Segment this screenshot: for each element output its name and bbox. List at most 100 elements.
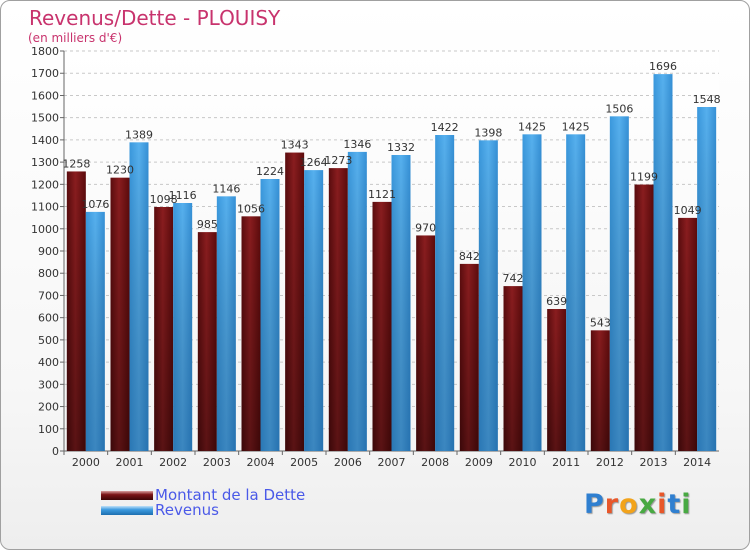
bar-shade-debt-2006 xyxy=(328,168,348,451)
value-label-debt-2003: 985 xyxy=(197,218,218,231)
y-tick-label: 100 xyxy=(38,423,59,436)
bar-shade-debt-2013 xyxy=(634,184,654,452)
bar-shade-debt-2005 xyxy=(285,152,305,452)
bar-shade-debt-2002 xyxy=(154,207,174,451)
bar-shade-revenue-2007 xyxy=(391,155,411,451)
chart-title: Revenus/Dette - PLOUISY xyxy=(29,6,281,30)
value-label-debt-2004: 1056 xyxy=(237,202,265,215)
x-tick-label: 2012 xyxy=(596,456,624,469)
bar-shade-debt-2012 xyxy=(590,330,610,451)
bar-shade-debt-2004 xyxy=(241,216,261,451)
y-tick-label: 1100 xyxy=(31,201,59,214)
value-label-revenue-2008: 1422 xyxy=(431,121,459,134)
bar-shade-revenue-2008 xyxy=(435,135,455,451)
x-tick-label: 2007 xyxy=(378,456,406,469)
x-tick-label: 2014 xyxy=(683,456,711,469)
value-label-debt-2002: 1098 xyxy=(150,193,178,206)
bar-shade-revenue-2014 xyxy=(697,107,717,451)
value-label-revenue-2013: 1696 xyxy=(649,60,677,73)
x-tick-label: 2004 xyxy=(247,456,275,469)
y-tick-label: 1600 xyxy=(31,89,59,102)
y-tick-label: 500 xyxy=(38,334,59,347)
bar-shade-debt-2009 xyxy=(459,263,479,451)
value-label-debt-2006: 1273 xyxy=(324,154,352,167)
y-tick-label: 1300 xyxy=(31,156,59,169)
y-tick-label: 200 xyxy=(38,401,59,414)
value-label-debt-2000: 1258 xyxy=(62,157,90,170)
bar-shade-revenue-2001 xyxy=(129,142,149,452)
x-tick-label: 2003 xyxy=(203,456,231,469)
y-tick-label: 300 xyxy=(38,378,59,391)
bar-shade-revenue-2005 xyxy=(304,170,324,451)
legend-debt-label: Montant de la Dette xyxy=(155,486,306,504)
x-tick-label: 2005 xyxy=(290,456,318,469)
value-label-revenue-2012: 1506 xyxy=(605,102,633,115)
value-label-revenue-2003: 1146 xyxy=(212,182,240,195)
y-tick-label: 1700 xyxy=(31,67,59,80)
value-label-revenue-2014: 1548 xyxy=(693,93,721,106)
value-label-debt-2010: 742 xyxy=(503,272,524,285)
x-tick-label: 2002 xyxy=(159,456,187,469)
value-label-revenue-2006: 1346 xyxy=(343,138,371,151)
value-label-debt-2007: 1121 xyxy=(368,188,396,201)
chart-subtitle: (en milliers d'€) xyxy=(28,31,123,45)
x-tick-label: 2008 xyxy=(421,456,449,469)
value-label-debt-2009: 842 xyxy=(459,250,480,263)
y-tick-label: 1500 xyxy=(31,112,59,125)
value-label-revenue-2002: 1116 xyxy=(169,189,197,202)
legend-debt-swatch xyxy=(101,490,153,500)
bar-shade-revenue-2004 xyxy=(260,179,280,451)
bar-shade-revenue-2011 xyxy=(566,134,586,452)
legend-revenue-label: Revenus xyxy=(155,501,219,519)
x-tick-label: 2010 xyxy=(509,456,537,469)
y-tick-label: 1800 xyxy=(31,45,59,58)
bar-shade-debt-2007 xyxy=(372,201,392,451)
bar-shade-revenue-2010 xyxy=(522,134,542,452)
value-label-debt-2001: 1230 xyxy=(106,164,134,177)
x-tick-label: 2006 xyxy=(334,456,362,469)
bar-shade-debt-2008 xyxy=(416,235,436,451)
legend-debt: Montant de la Dette xyxy=(101,486,306,504)
value-label-revenue-2007: 1332 xyxy=(387,141,415,154)
bar-shade-debt-2001 xyxy=(110,177,130,451)
bar-shade-revenue-2013 xyxy=(653,74,673,451)
x-tick-label: 2009 xyxy=(465,456,493,469)
y-tick-label: 400 xyxy=(38,356,59,369)
y-tick-label: 1400 xyxy=(31,134,59,147)
y-tick-label: 0 xyxy=(52,445,59,458)
legend-revenue: Revenus xyxy=(101,501,219,519)
x-tick-label: 2001 xyxy=(116,456,144,469)
x-tick-label: 2011 xyxy=(552,456,580,469)
value-label-revenue-2004: 1224 xyxy=(256,165,284,178)
value-label-revenue-2011: 1425 xyxy=(562,120,590,133)
bar-shade-revenue-2006 xyxy=(347,151,367,451)
value-label-debt-2013: 1199 xyxy=(630,171,658,184)
value-label-debt-2014: 1049 xyxy=(674,204,702,217)
x-tick-label: 2013 xyxy=(640,456,668,469)
value-label-revenue-2000: 1076 xyxy=(81,198,109,211)
bar-shade-revenue-2012 xyxy=(609,116,629,451)
y-tick-label: 800 xyxy=(38,267,59,280)
bar-shade-debt-2000 xyxy=(66,171,86,451)
legend-revenue-swatch xyxy=(101,505,153,515)
value-label-revenue-2001: 1389 xyxy=(125,128,153,141)
value-label-debt-2012: 543 xyxy=(590,316,611,329)
y-tick-label: 1200 xyxy=(31,178,59,191)
value-label-debt-2008: 970 xyxy=(415,221,436,234)
bar-shade-debt-2010 xyxy=(503,286,523,451)
value-label-revenue-2009: 1398 xyxy=(474,126,502,139)
bar-shade-debt-2014 xyxy=(678,217,698,451)
value-label-debt-2011: 639 xyxy=(546,295,567,308)
bar-shade-revenue-2003 xyxy=(216,196,236,451)
bar-shade-revenue-2002 xyxy=(173,203,193,451)
bar-shade-debt-2003 xyxy=(197,232,217,451)
bar-shade-revenue-2000 xyxy=(85,211,105,451)
bar-shade-revenue-2009 xyxy=(478,140,498,452)
value-label-debt-2005: 1343 xyxy=(281,139,309,152)
bar-shade-debt-2011 xyxy=(547,309,567,451)
y-tick-label: 900 xyxy=(38,245,59,258)
value-label-revenue-2010: 1425 xyxy=(518,120,546,133)
y-tick-label: 1000 xyxy=(31,223,59,236)
